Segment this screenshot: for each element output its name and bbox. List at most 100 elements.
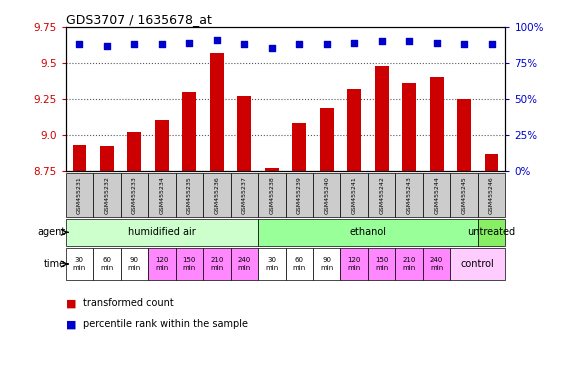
- Point: [487, 41, 496, 47]
- Text: GSM455241: GSM455241: [352, 176, 357, 214]
- Bar: [265, 168, 279, 171]
- Bar: [313, 248, 340, 280]
- Bar: [231, 248, 258, 280]
- Text: percentile rank within the sample: percentile rank within the sample: [83, 319, 248, 329]
- Bar: [73, 145, 86, 171]
- Point: [377, 38, 386, 44]
- Bar: [127, 132, 141, 171]
- Point: [322, 41, 331, 47]
- Bar: [395, 248, 423, 280]
- Text: 60
min: 60 min: [292, 258, 306, 270]
- Text: 60
min: 60 min: [100, 258, 114, 270]
- Bar: [155, 121, 168, 171]
- Text: GSM455242: GSM455242: [379, 176, 384, 214]
- Text: transformed count: transformed count: [83, 298, 174, 308]
- Bar: [368, 173, 395, 217]
- Text: time: time: [43, 259, 66, 269]
- Point: [130, 41, 139, 47]
- Point: [185, 40, 194, 46]
- Bar: [93, 173, 120, 217]
- Bar: [148, 248, 176, 280]
- Bar: [451, 173, 478, 217]
- Text: 90
min: 90 min: [128, 258, 141, 270]
- Point: [405, 38, 414, 44]
- Text: untreated: untreated: [468, 227, 516, 237]
- Bar: [286, 248, 313, 280]
- Point: [75, 41, 84, 47]
- Bar: [292, 123, 306, 171]
- Bar: [238, 96, 251, 171]
- Bar: [485, 154, 498, 171]
- Point: [349, 40, 359, 46]
- Bar: [258, 219, 478, 246]
- Text: 240
min: 240 min: [430, 258, 443, 270]
- Bar: [176, 173, 203, 217]
- Bar: [313, 173, 340, 217]
- Bar: [478, 173, 505, 217]
- Text: ■: ■: [66, 298, 76, 308]
- Bar: [120, 173, 148, 217]
- Bar: [93, 248, 120, 280]
- Text: GSM455233: GSM455233: [132, 176, 137, 214]
- Point: [102, 43, 111, 49]
- Bar: [66, 173, 93, 217]
- Bar: [395, 173, 423, 217]
- Bar: [340, 248, 368, 280]
- Bar: [183, 92, 196, 171]
- Text: 150
min: 150 min: [375, 258, 388, 270]
- Text: humidified air: humidified air: [128, 227, 196, 237]
- Bar: [258, 173, 286, 217]
- Text: 240
min: 240 min: [238, 258, 251, 270]
- Text: 150
min: 150 min: [183, 258, 196, 270]
- Point: [460, 41, 469, 47]
- Bar: [375, 66, 388, 171]
- Bar: [320, 108, 333, 171]
- Bar: [286, 173, 313, 217]
- Text: GSM455237: GSM455237: [242, 176, 247, 214]
- Point: [212, 37, 222, 43]
- Text: GDS3707 / 1635678_at: GDS3707 / 1635678_at: [66, 13, 211, 26]
- Bar: [478, 219, 505, 246]
- Bar: [231, 173, 258, 217]
- Text: GSM455239: GSM455239: [297, 176, 301, 214]
- Bar: [66, 248, 93, 280]
- Text: ■: ■: [66, 319, 76, 329]
- Text: ethanol: ethanol: [349, 227, 387, 237]
- Bar: [100, 146, 114, 171]
- Text: 30
min: 30 min: [265, 258, 279, 270]
- Text: 210
min: 210 min: [403, 258, 416, 270]
- Text: GSM455244: GSM455244: [434, 176, 439, 214]
- Bar: [203, 173, 231, 217]
- Bar: [176, 248, 203, 280]
- Bar: [203, 248, 231, 280]
- Text: GSM455232: GSM455232: [104, 176, 110, 214]
- Point: [295, 41, 304, 47]
- Text: GSM455235: GSM455235: [187, 176, 192, 214]
- Text: GSM455240: GSM455240: [324, 176, 329, 214]
- Bar: [258, 248, 286, 280]
- Point: [267, 45, 276, 51]
- Bar: [423, 248, 451, 280]
- Bar: [340, 173, 368, 217]
- Bar: [423, 173, 451, 217]
- Bar: [66, 219, 258, 246]
- Text: 30
min: 30 min: [73, 258, 86, 270]
- Text: control: control: [461, 259, 494, 269]
- Bar: [430, 77, 444, 171]
- Point: [240, 41, 249, 47]
- Text: 90
min: 90 min: [320, 258, 333, 270]
- Text: GSM455245: GSM455245: [461, 176, 467, 214]
- Bar: [347, 89, 361, 171]
- Bar: [148, 173, 176, 217]
- Bar: [210, 53, 224, 171]
- Text: GSM455238: GSM455238: [270, 176, 274, 214]
- Text: GSM455234: GSM455234: [159, 176, 164, 214]
- Bar: [120, 248, 148, 280]
- Text: GSM455231: GSM455231: [77, 176, 82, 214]
- Point: [432, 40, 441, 46]
- Bar: [457, 99, 471, 171]
- Text: 120
min: 120 min: [155, 258, 168, 270]
- Text: GSM455243: GSM455243: [407, 176, 412, 214]
- Bar: [368, 248, 395, 280]
- Bar: [403, 83, 416, 171]
